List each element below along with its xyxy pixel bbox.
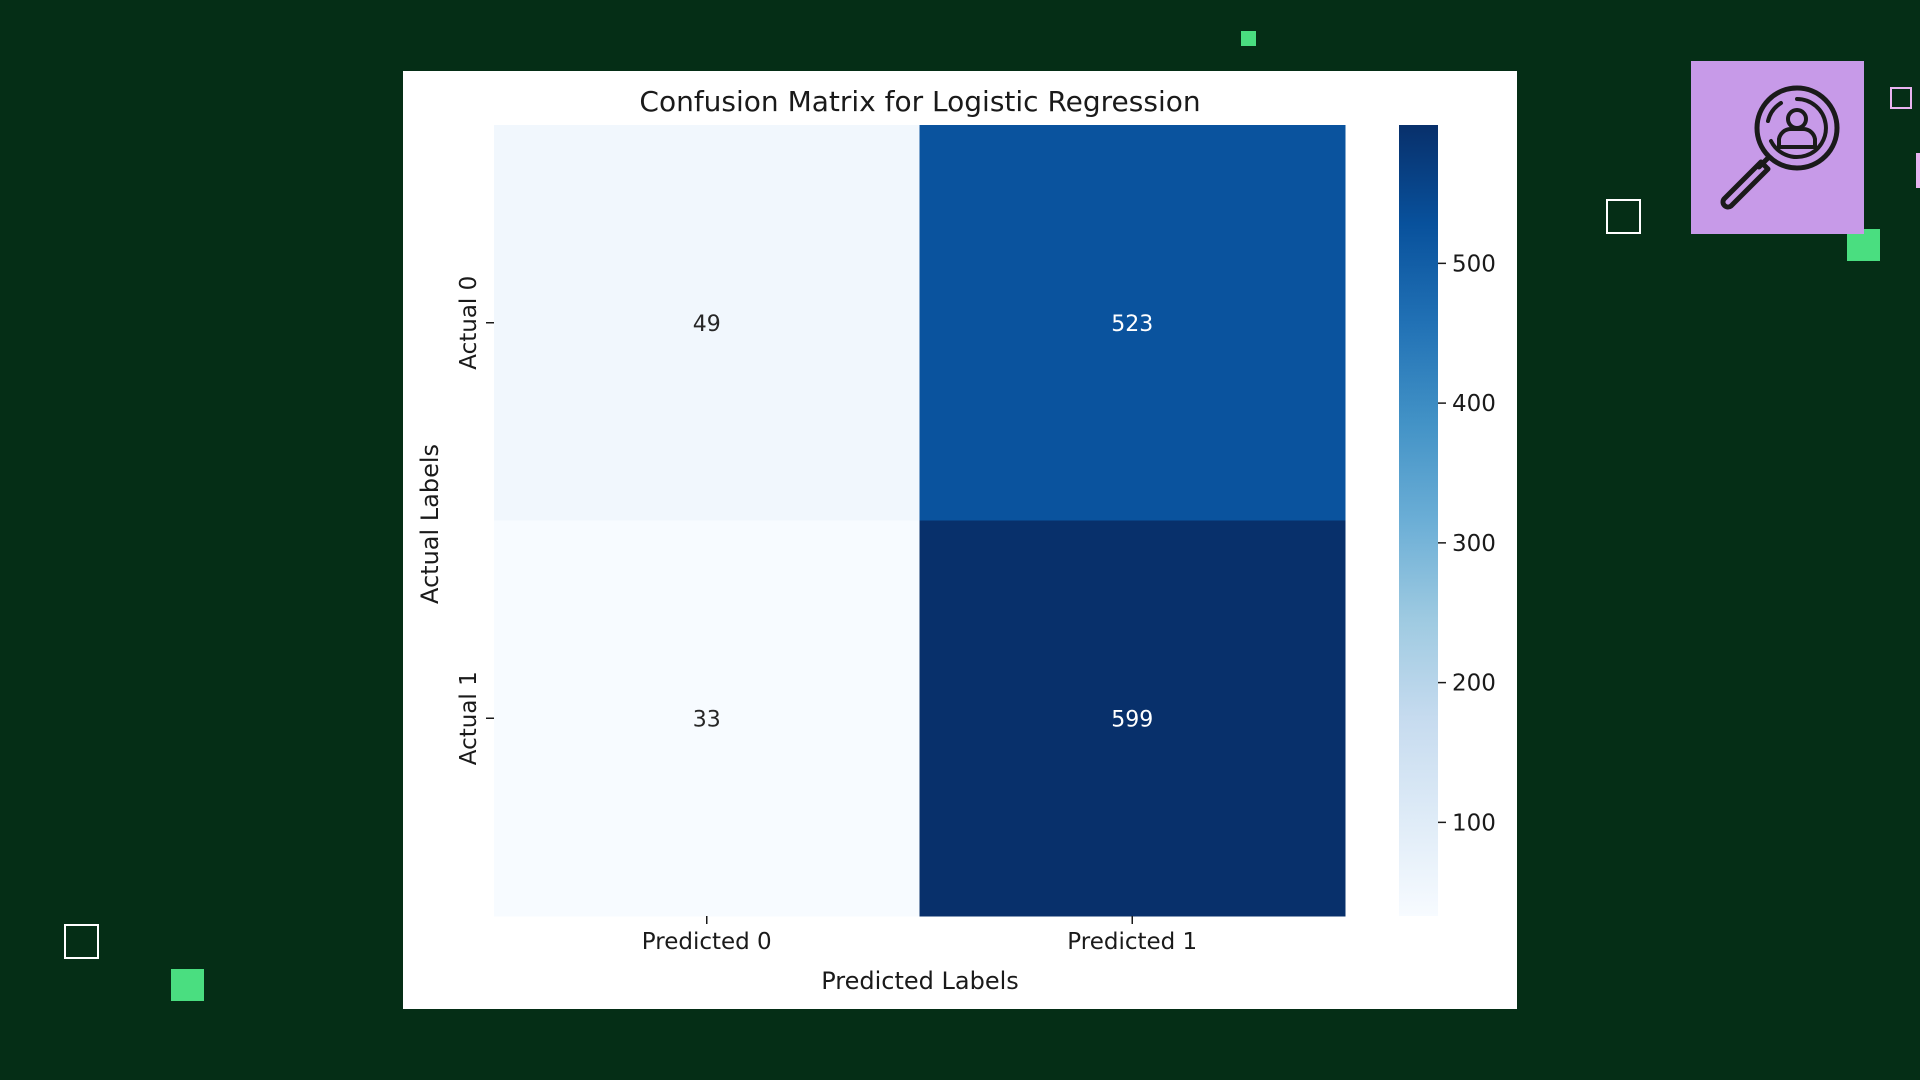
decor-square-green [171, 969, 204, 1001]
decor-square-outline [1916, 153, 1920, 188]
colorbar-tick-label: 300 [1452, 531, 1496, 557]
heatmap-cell-labels: 49 523 33 599 [693, 312, 1154, 733]
chart-panel: Confusion Matrix for Logistic Regression… [403, 71, 1517, 1009]
y-axis-label: Actual Labels [416, 444, 444, 604]
decor-square-green [1847, 229, 1880, 261]
colorbar-tick-label: 200 [1452, 671, 1496, 697]
colorbar-tick-label: 400 [1452, 391, 1496, 417]
cell-value-label: 33 [693, 707, 721, 732]
decor-square-outline [1606, 199, 1641, 234]
chart-title: Confusion Matrix for Logistic Regression [639, 85, 1200, 118]
cell-value-label: 49 [693, 312, 721, 337]
y-tick-label: Actual 1 [456, 671, 482, 765]
colorbar-tick-label: 100 [1452, 810, 1496, 836]
decor-square-green [1241, 31, 1256, 46]
heatmap-cells [494, 125, 1346, 917]
y-tick-label: Actual 0 [456, 276, 482, 370]
decor-square-outline [1890, 87, 1912, 109]
x-tick-label: Predicted 0 [642, 929, 772, 955]
colorbar-ticks: 100 200 300 400 500 [1438, 251, 1496, 836]
confusion-matrix-chart: Confusion Matrix for Logistic Regression… [416, 85, 1496, 995]
heatmap-cell [494, 125, 920, 521]
colorbar-tick-label: 500 [1452, 251, 1496, 277]
heatmap-cell [494, 520, 920, 917]
x-axis-label: Predicted Labels [821, 967, 1019, 995]
heatmap-cell [919, 520, 1346, 917]
cell-value-label: 523 [1111, 312, 1153, 337]
x-tick-label: Predicted 1 [1067, 929, 1197, 955]
magnifier-person-icon [1720, 85, 1840, 210]
colorbar [1399, 125, 1438, 916]
badge [1691, 61, 1864, 234]
decor-square-outline [64, 924, 99, 959]
heatmap-cell [919, 125, 1346, 521]
cell-value-label: 599 [1111, 707, 1153, 732]
y-axis-ticks: Actual 0 Actual 1 [456, 276, 494, 765]
x-axis-ticks: Predicted 0 Predicted 1 [642, 916, 1197, 955]
